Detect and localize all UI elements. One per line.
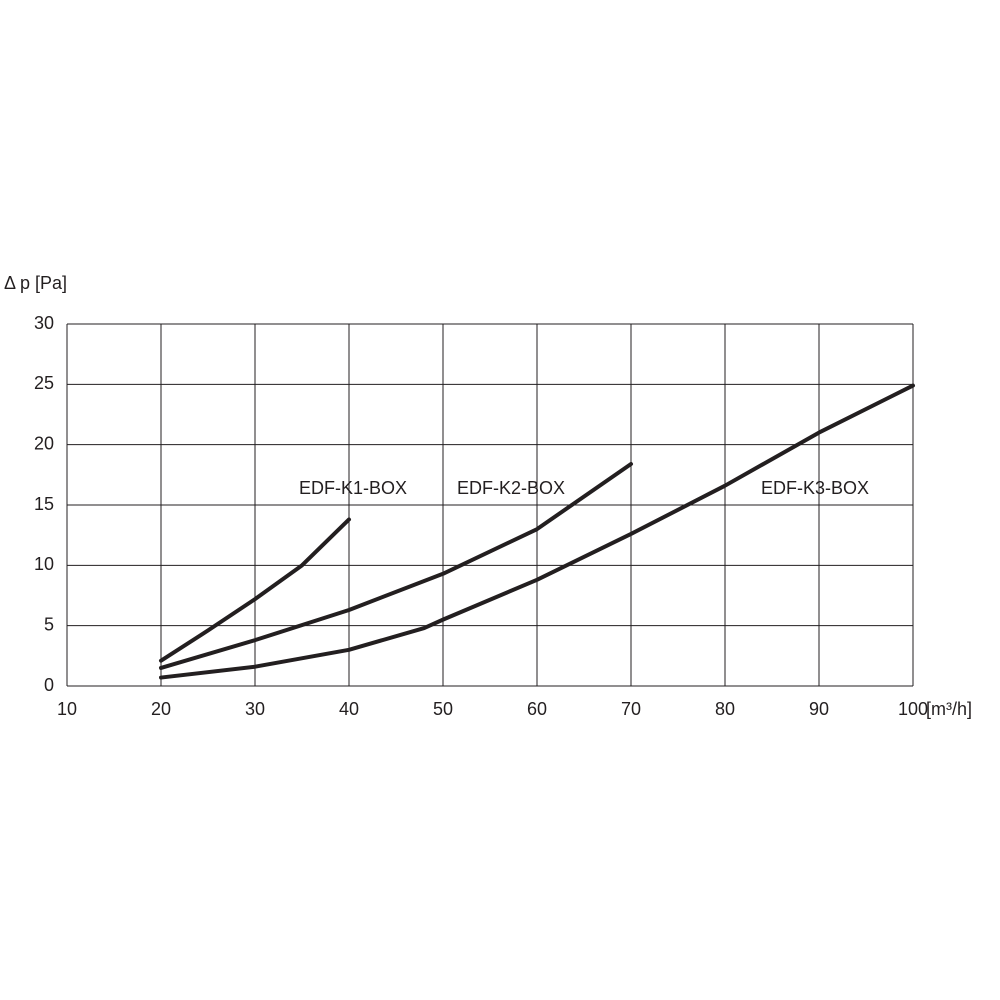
x-tick-label: 100 <box>898 699 928 719</box>
y-tick-label: 25 <box>34 373 54 393</box>
series-label: EDF-K3-BOX <box>761 478 869 498</box>
x-tick-label: 70 <box>621 699 641 719</box>
x-tick-label: 10 <box>57 699 77 719</box>
y-tick-label: 15 <box>34 494 54 514</box>
y-tick-label: 0 <box>44 675 54 695</box>
x-tick-label: 20 <box>151 699 171 719</box>
y-tick-label: 10 <box>34 554 54 574</box>
y-tick-label: 5 <box>44 614 54 634</box>
series-label: EDF-K2-BOX <box>457 478 565 498</box>
series-label: EDF-K1-BOX <box>299 478 407 498</box>
x-tick-label: 80 <box>715 699 735 719</box>
x-tick-label: 30 <box>245 699 265 719</box>
series-line <box>159 517 351 663</box>
series-line <box>159 383 915 680</box>
y-axis-label: Δ p [Pa] <box>4 273 67 293</box>
y-tick-label: 30 <box>34 313 54 333</box>
x-tick-label: 40 <box>339 699 359 719</box>
x-tick-label: 90 <box>809 699 829 719</box>
series-line <box>159 461 633 670</box>
x-tick-label: 50 <box>433 699 453 719</box>
y-tick-label: 20 <box>34 433 54 453</box>
x-axis-label: [m³/h] <box>926 699 972 719</box>
x-tick-label: 60 <box>527 699 547 719</box>
